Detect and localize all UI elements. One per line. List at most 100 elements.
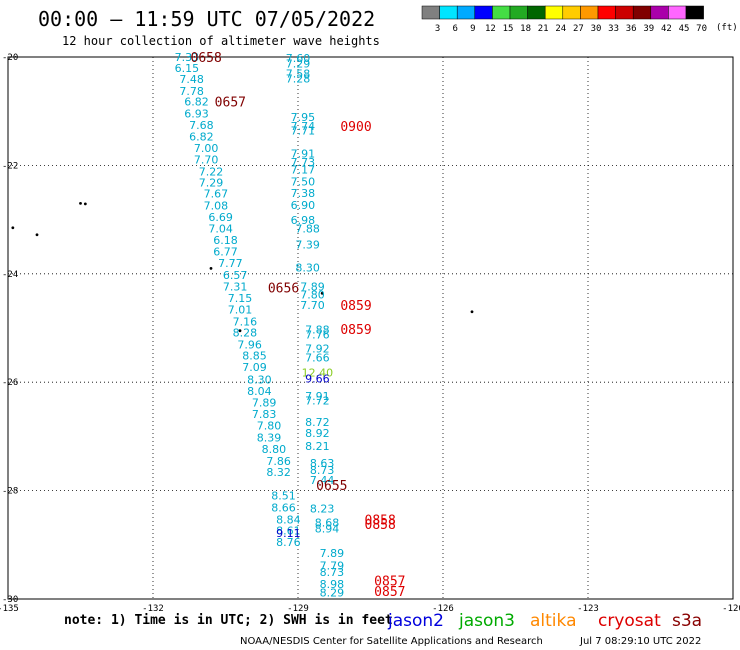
swh-label-jason2: 6.69: [208, 211, 233, 224]
colorbar-swatch: [650, 5, 669, 20]
swh-label-jason2: 8.30: [295, 261, 320, 274]
swh-label-jason2: 7.92: [305, 343, 330, 356]
colorbar-label: 39: [643, 24, 654, 34]
swh-label-jason2: 7.29: [286, 58, 311, 71]
swh-label-jason2: 7.89: [300, 280, 325, 293]
colorbar-label: 70: [696, 24, 707, 34]
swh-label-jason2: 7.17: [291, 164, 316, 177]
swh-label-jason2: 7.72: [305, 395, 330, 408]
swh-label-jason2: 8.32: [266, 466, 291, 479]
pass-time-label: 0859: [340, 323, 371, 338]
island-marker: [238, 329, 242, 333]
swh-label-jason2: 7.88: [295, 222, 320, 235]
swh-label-jason2: 8.85: [242, 350, 267, 363]
island-marker: [209, 266, 213, 270]
swh-label-jason2: 6.82: [184, 95, 209, 108]
pass-time-label: 0900: [340, 120, 371, 135]
swh-label-jason2: 7.09: [242, 361, 267, 374]
swh-label-jason2: 7.77: [218, 257, 243, 270]
swh-label-jason2: 7.16: [233, 315, 258, 328]
colorbar-swatch: [597, 5, 616, 20]
swh-label-jason2: 7.89: [252, 396, 277, 409]
footer-timestamp: Jul 7 08:29:10 UTC 2022: [579, 636, 701, 647]
island-marker: [79, 201, 82, 205]
swh-label-jason2: 6.90: [291, 199, 316, 212]
colorbar-label: 27: [573, 24, 584, 34]
swh-label-jason2: 7.22: [199, 165, 224, 178]
pass-time-label: 0658: [191, 51, 222, 66]
colorbar-swatch: [456, 5, 476, 20]
x-tick-label: -129: [287, 604, 309, 614]
swh-label-jason2: 6.15: [175, 62, 200, 75]
swh-label-jason2: 7.80: [300, 288, 325, 301]
colorbar-legend: 3 6 9 12 15 18 21 24 27 30 33 36 39 42 45 70: [421, 5, 707, 34]
swh-label-jason2: 8.39: [257, 431, 282, 444]
legend-jason2: jason2: [387, 611, 444, 631]
swh-label-jason2: 7.67: [204, 188, 229, 201]
swh-label-jason2: 7.70: [194, 153, 219, 166]
swh-label-jason2: 7.00: [194, 142, 219, 155]
colorbar-swatch: [492, 5, 511, 20]
swh-label-jason2: 8.68: [315, 517, 340, 530]
colorbar-label: 15: [503, 24, 514, 34]
colorbar-swatch: [668, 5, 687, 20]
grid-lines: [8, 57, 733, 599]
colorbar-label: 12: [485, 24, 496, 34]
legend-altika: altika: [530, 611, 577, 631]
y-tick-label: -28: [2, 487, 18, 497]
island-marker: [11, 226, 15, 230]
colorbar-label: 33: [608, 24, 619, 34]
swh-data-labels: 7.336.157.487.786.826.937.686.827.007.70…: [175, 51, 345, 599]
swh-label-jason2: 7.58: [286, 67, 311, 80]
colorbar-label: 45: [679, 24, 690, 34]
swh-label-jason2: 8.94: [315, 523, 340, 536]
y-tick-label: -22: [2, 161, 18, 171]
colorbar-label: 21: [538, 24, 549, 34]
swh-label-jason2: 8.66: [271, 501, 296, 514]
pass-time-label: 0656: [268, 281, 299, 296]
swh-label-jason2: 8.80: [262, 443, 287, 456]
swh-label-jason2: 7.08: [204, 200, 229, 213]
colorbar-swatch: [509, 5, 528, 20]
swh-label-jason2: 7.33: [175, 51, 200, 64]
colorbar-swatch: [439, 5, 458, 20]
pass-time-label: 0655: [316, 479, 347, 494]
swh-label-jason2: 6.93: [184, 107, 209, 120]
colorbar-swatch: [562, 5, 581, 20]
swh-label-jason2: 8.73: [320, 566, 345, 579]
swh-label-jason2: 7.48: [179, 73, 204, 86]
colorbar-swatch: [615, 5, 634, 20]
colorbar-label: 30: [591, 24, 602, 34]
island-marker: [320, 291, 324, 295]
colorbar-label: 6: [452, 24, 457, 34]
swh-label-jason2: 7.66: [305, 351, 330, 364]
swh-label-jason2: 7.71: [291, 125, 316, 138]
swh-label-jason2: 8.98: [320, 578, 345, 591]
swh-label-jason2: 8.72: [305, 416, 330, 429]
footer-note: note: 1) Time is in UTC; 2) SWH is in fe…: [64, 613, 393, 628]
swh-label-jason2: 8.84: [276, 513, 301, 526]
y-tick-label: -30: [2, 595, 18, 605]
legend-s3a: s3a: [672, 611, 702, 631]
swh-label-jason2: 8.21: [305, 440, 330, 453]
swh-label-jason2: 8.29: [320, 586, 345, 599]
island-marker: [35, 233, 39, 237]
legend-jason3: jason3: [458, 611, 515, 631]
pass-time-label: 0857: [374, 585, 405, 600]
x-tick-label: -135: [0, 604, 19, 614]
swh-label-altika: 9.66: [305, 372, 330, 385]
swh-label-jason2: 7.91: [305, 390, 330, 403]
swh-label-jason2: 8.92: [305, 427, 330, 440]
swh-label-jason2: 8.61: [276, 525, 301, 538]
swh-label-jason2: 7.60: [286, 52, 311, 65]
colorbar-swatch: [544, 5, 564, 20]
colorbar-label: 18: [520, 24, 531, 34]
swh-label-jason2: 8.30: [247, 373, 272, 386]
island-marker: [470, 310, 474, 314]
y-tick-label: -26: [2, 378, 18, 388]
swh-label-jason2: 6.18: [213, 234, 238, 247]
x-tick-label: -123: [577, 604, 599, 614]
swh-label-jason2: 7.79: [320, 559, 345, 572]
swh-label-jason2: 6.82: [189, 131, 214, 144]
